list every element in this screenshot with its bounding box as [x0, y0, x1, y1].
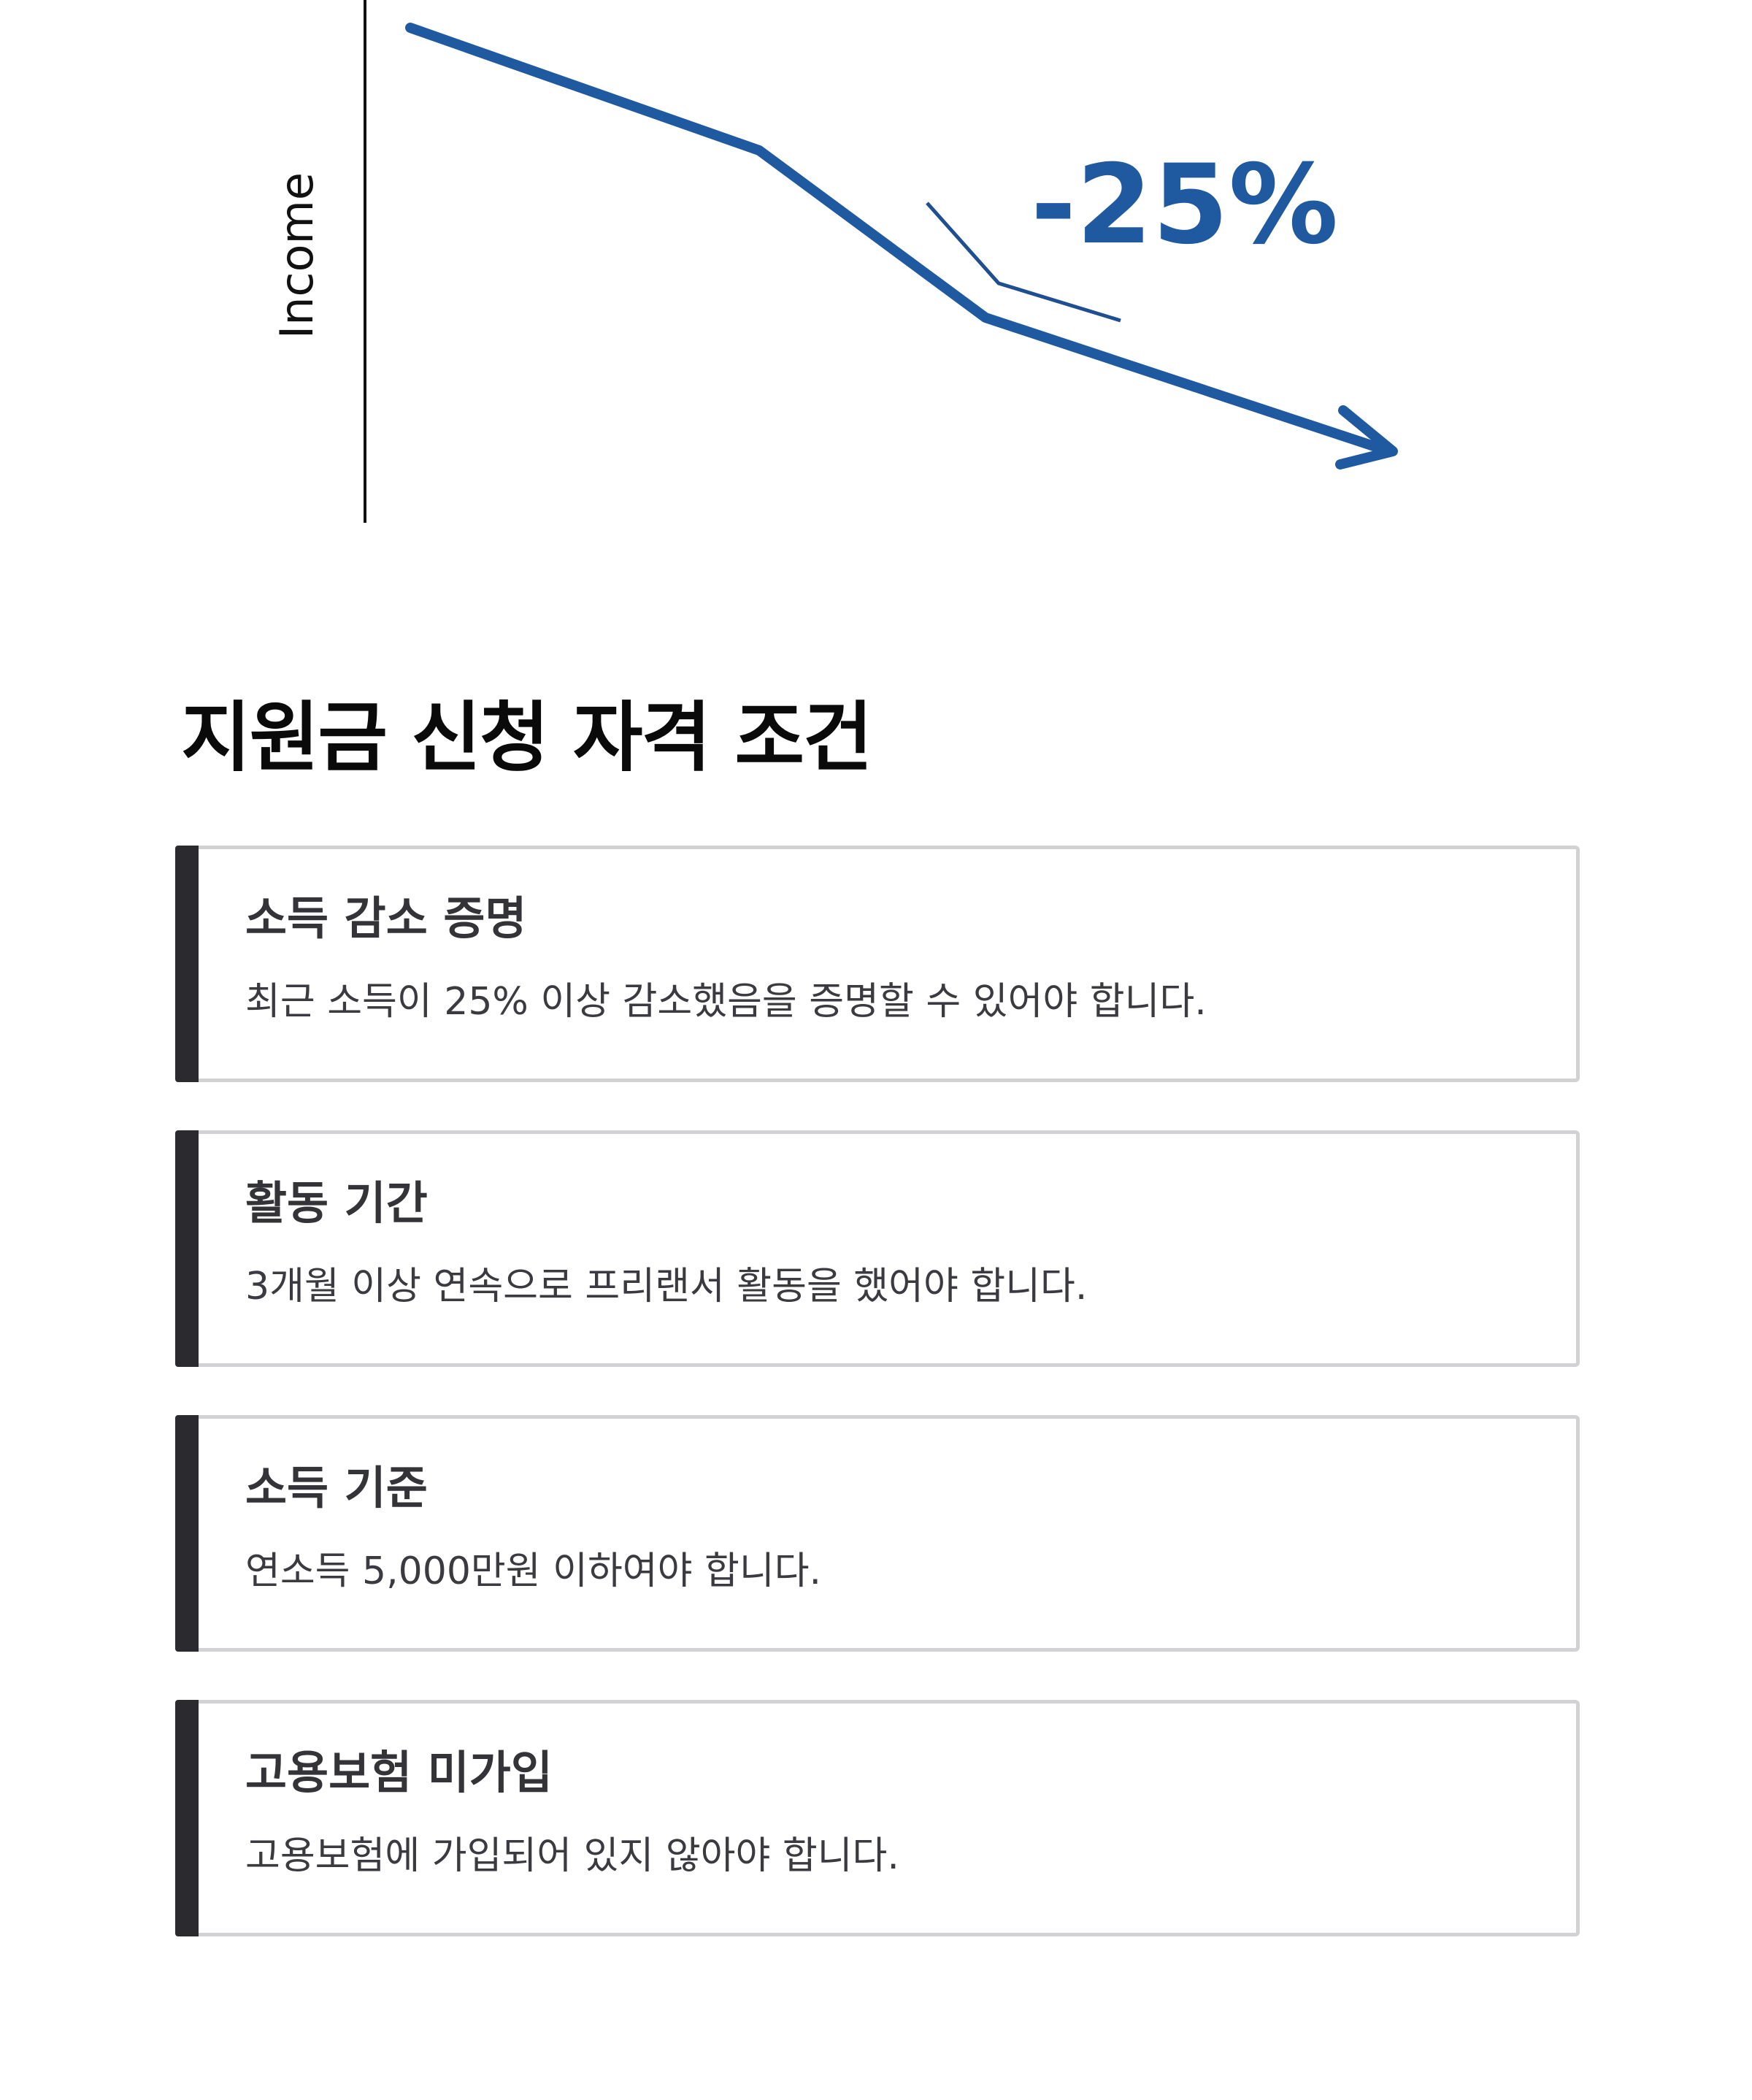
- card-accent-bar: [175, 1700, 199, 1936]
- decline-percentage-label: -25%: [1031, 142, 1338, 269]
- y-axis-label: Income: [270, 172, 323, 339]
- card-title: 활동 기간: [245, 1176, 428, 1230]
- criteria-card-activity-period: 활동 기간 3개월 이상 연속으로 프리랜서 활동을 했어야 합니다.: [175, 1130, 1580, 1367]
- card-accent-bar: [175, 1415, 199, 1652]
- card-title: 소득 기준: [245, 1461, 428, 1514]
- income-chart-svg: Income -25%: [270, 0, 1398, 523]
- card-description: 3개월 이상 연속으로 프리랜서 활동을 했어야 합니다.: [245, 1265, 1088, 1308]
- income-trend-line: [405, 23, 1392, 456]
- card-description: 연소득 5,000만원 이하여야 합니다.: [245, 1549, 822, 1593]
- criteria-card-income-decline: 소득 감소 증명 최근 소득이 25% 이상 감소했음을 증명할 수 있어야 합…: [175, 846, 1580, 1082]
- criteria-card-no-employment-insurance: 고용보험 미가입 고용보험에 가입되어 있지 않아야 합니다.: [175, 1700, 1580, 1936]
- trend-arrow-head-icon: [1335, 405, 1398, 470]
- card-description: 최근 소득이 25% 이상 감소했음을 증명할 수 있어야 합니다.: [245, 980, 1207, 1024]
- section-title: 지원금 신청 자격 조건: [181, 693, 873, 782]
- income-decline-chart: Income -25%: [0, 0, 1752, 526]
- card-title: 소득 감소 증명: [245, 892, 527, 945]
- card-title: 고용보험 미가입: [245, 1746, 553, 1799]
- card-accent-bar: [175, 1130, 199, 1367]
- card-accent-bar: [175, 846, 199, 1082]
- criteria-card-income-standard: 소득 기준 연소득 5,000만원 이하여야 합니다.: [175, 1415, 1580, 1652]
- decline-indicator-line: [926, 202, 1121, 323]
- card-description: 고용보험에 가입되어 있지 않아야 합니다.: [245, 1834, 899, 1878]
